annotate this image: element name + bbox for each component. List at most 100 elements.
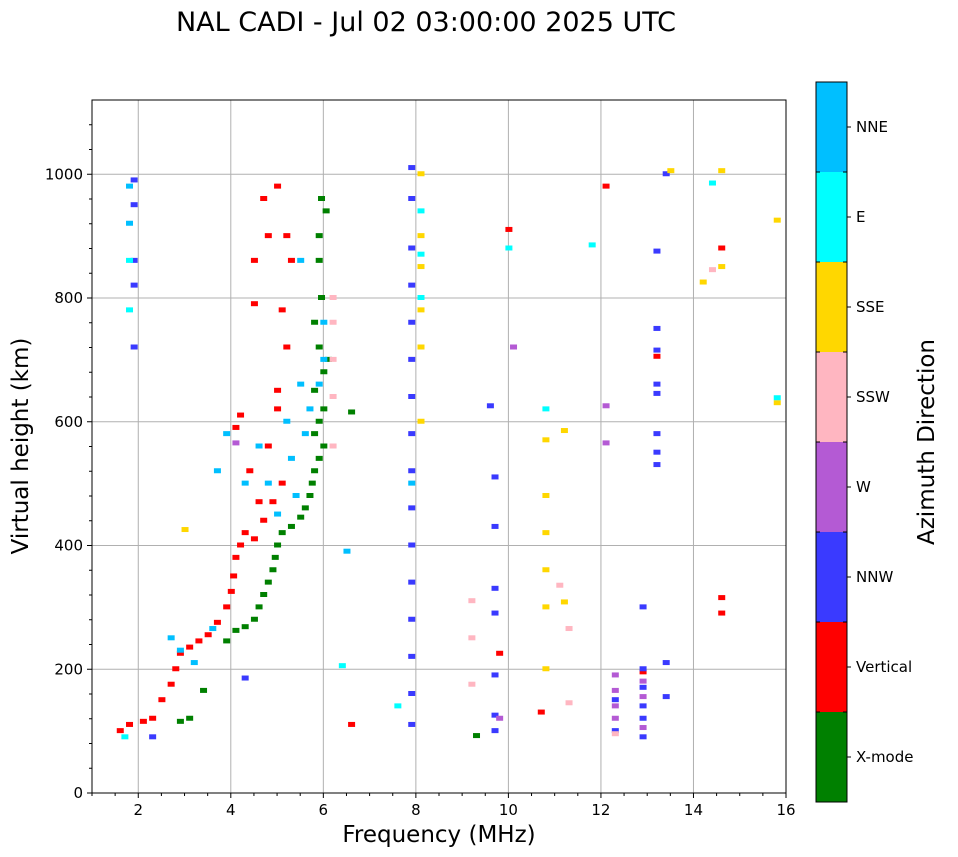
data-point xyxy=(181,527,189,533)
data-point xyxy=(408,196,416,201)
data-point xyxy=(287,523,295,529)
data-point xyxy=(773,395,781,401)
data-point xyxy=(408,468,416,474)
colorbar-segment xyxy=(816,262,847,352)
data-point xyxy=(213,468,221,474)
data-point xyxy=(653,353,661,359)
data-point xyxy=(348,409,356,415)
data-point xyxy=(301,505,309,511)
data-point xyxy=(329,356,337,362)
data-point xyxy=(232,424,240,430)
data-point xyxy=(338,663,346,669)
data-point xyxy=(311,387,319,393)
data-point xyxy=(408,245,416,251)
data-point xyxy=(283,344,291,350)
data-point xyxy=(255,443,263,449)
data-point xyxy=(417,418,425,424)
data-point xyxy=(308,480,316,486)
data-point xyxy=(172,666,180,672)
data-point xyxy=(237,542,245,548)
plot-frame xyxy=(91,99,787,794)
colorbar: X-mode Vertical NNW W SSW SSE E NNE xyxy=(815,81,913,803)
colorbar-tick-label: NNW xyxy=(856,568,893,586)
data-point xyxy=(264,233,272,239)
data-point xyxy=(232,627,240,633)
data-point xyxy=(560,599,568,605)
data-point xyxy=(662,694,670,700)
data-point xyxy=(611,731,619,737)
colorbar-segment xyxy=(816,442,847,532)
x-tick-label: 6 xyxy=(319,801,329,819)
data-point xyxy=(468,598,476,604)
data-point xyxy=(699,279,707,285)
series-ssw xyxy=(329,267,716,737)
series-e xyxy=(121,180,781,740)
colorbar-segment xyxy=(816,352,847,442)
data-point xyxy=(417,344,425,350)
data-point xyxy=(315,257,323,263)
data-point xyxy=(468,681,476,687)
y-axis-label: Virtual height (km) xyxy=(8,338,34,555)
data-point xyxy=(126,257,134,263)
data-point xyxy=(126,220,134,226)
data-point xyxy=(250,616,258,622)
data-point xyxy=(241,480,249,486)
data-point xyxy=(318,196,326,201)
data-point xyxy=(348,721,356,727)
data-point xyxy=(278,480,286,486)
data-point xyxy=(639,725,647,731)
data-point xyxy=(491,712,499,718)
data-point xyxy=(639,715,647,721)
x-tick-label: 4 xyxy=(226,801,236,819)
data-point xyxy=(653,449,661,455)
colorbar-tick-label: SSE xyxy=(856,298,885,316)
data-point xyxy=(223,604,231,610)
data-point xyxy=(250,257,258,263)
data-point xyxy=(195,638,203,644)
x-tick-label: 12 xyxy=(591,801,610,819)
data-point xyxy=(176,650,184,656)
data-point xyxy=(718,168,726,174)
data-point xyxy=(653,248,661,254)
data-point xyxy=(190,660,198,666)
data-point xyxy=(237,412,245,418)
data-point xyxy=(639,734,647,740)
data-point xyxy=(287,455,295,461)
data-point xyxy=(611,672,619,678)
data-point xyxy=(639,669,647,675)
data-point xyxy=(283,233,291,239)
data-point xyxy=(176,718,184,724)
data-point xyxy=(708,267,716,273)
data-point xyxy=(274,511,282,517)
y-tick-label: 1000 xyxy=(45,165,83,183)
data-points xyxy=(116,165,781,740)
data-point xyxy=(773,217,781,223)
series-vertical xyxy=(116,183,726,734)
data-point xyxy=(130,344,138,350)
data-point xyxy=(130,177,138,183)
data-point xyxy=(297,381,305,387)
data-point xyxy=(417,264,425,270)
data-point xyxy=(708,180,716,186)
data-point xyxy=(318,295,326,300)
data-point xyxy=(306,493,314,498)
data-point xyxy=(297,514,305,520)
data-point xyxy=(408,616,416,622)
data-point xyxy=(186,715,194,721)
data-point xyxy=(283,418,291,424)
data-point xyxy=(227,588,235,594)
data-point xyxy=(311,431,319,437)
data-point xyxy=(653,325,661,331)
data-point xyxy=(611,697,619,703)
series-nnw xyxy=(130,165,670,740)
data-point xyxy=(505,226,513,232)
data-point xyxy=(417,171,425,177)
data-point xyxy=(315,381,323,387)
x-tick-label: 2 xyxy=(133,801,143,819)
data-point xyxy=(408,356,416,362)
data-point xyxy=(718,595,726,601)
colorbar-segment xyxy=(816,712,847,802)
data-point xyxy=(329,443,337,449)
axes: 2 4 6 8 10 12 14 16 0 200 400 600 800 1000 xyxy=(45,124,796,819)
